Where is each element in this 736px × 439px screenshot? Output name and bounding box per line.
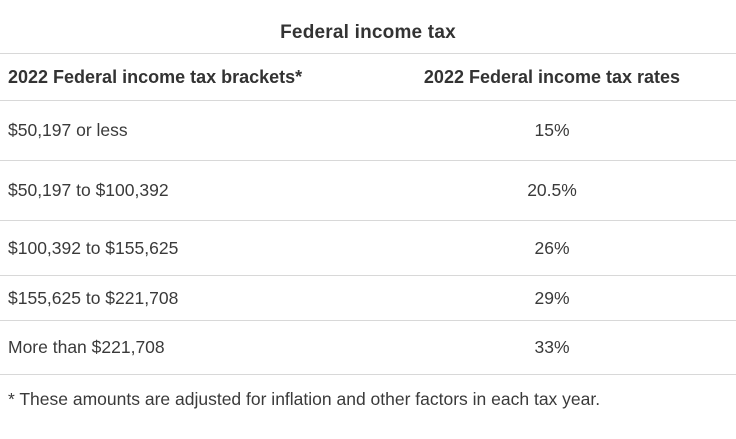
table-row: $100,392 to $155,625 26%	[0, 221, 736, 276]
bracket-cell: More than $221,708	[8, 337, 165, 357]
table-row: $50,197 or less 15%	[0, 101, 736, 161]
federal-income-tax-table: 2022 Federal income tax brackets* 2022 F…	[0, 53, 736, 375]
rate-cell: 20.5%	[527, 180, 577, 200]
rate-cell: 15%	[534, 120, 570, 140]
table-header-row: 2022 Federal income tax brackets* 2022 F…	[0, 53, 736, 101]
bracket-cell: $100,392 to $155,625	[8, 237, 179, 258]
table-row: $50,197 to $100,392 20.5%	[0, 161, 736, 221]
title-bar: Federal income tax	[0, 0, 736, 53]
bracket-cell: $50,197 to $100,392	[8, 180, 169, 200]
column-header-rates: 2022 Federal income tax rates	[423, 66, 681, 87]
column-header-brackets: 2022 Federal income tax brackets*	[8, 66, 303, 87]
rate-cell: 26%	[534, 237, 570, 258]
table-footnote: * These amounts are adjusted for inflati…	[8, 389, 601, 409]
bracket-cell: $50,197 or less	[8, 120, 128, 140]
table-row: More than $221,708 33%	[0, 321, 736, 375]
bracket-cell: $155,625 to $221,708	[8, 287, 179, 308]
table-row: $155,625 to $221,708 29%	[0, 276, 736, 321]
rate-cell: 29%	[534, 287, 570, 308]
rate-cell: 33%	[534, 337, 570, 357]
page-title: Federal income tax	[280, 21, 456, 43]
